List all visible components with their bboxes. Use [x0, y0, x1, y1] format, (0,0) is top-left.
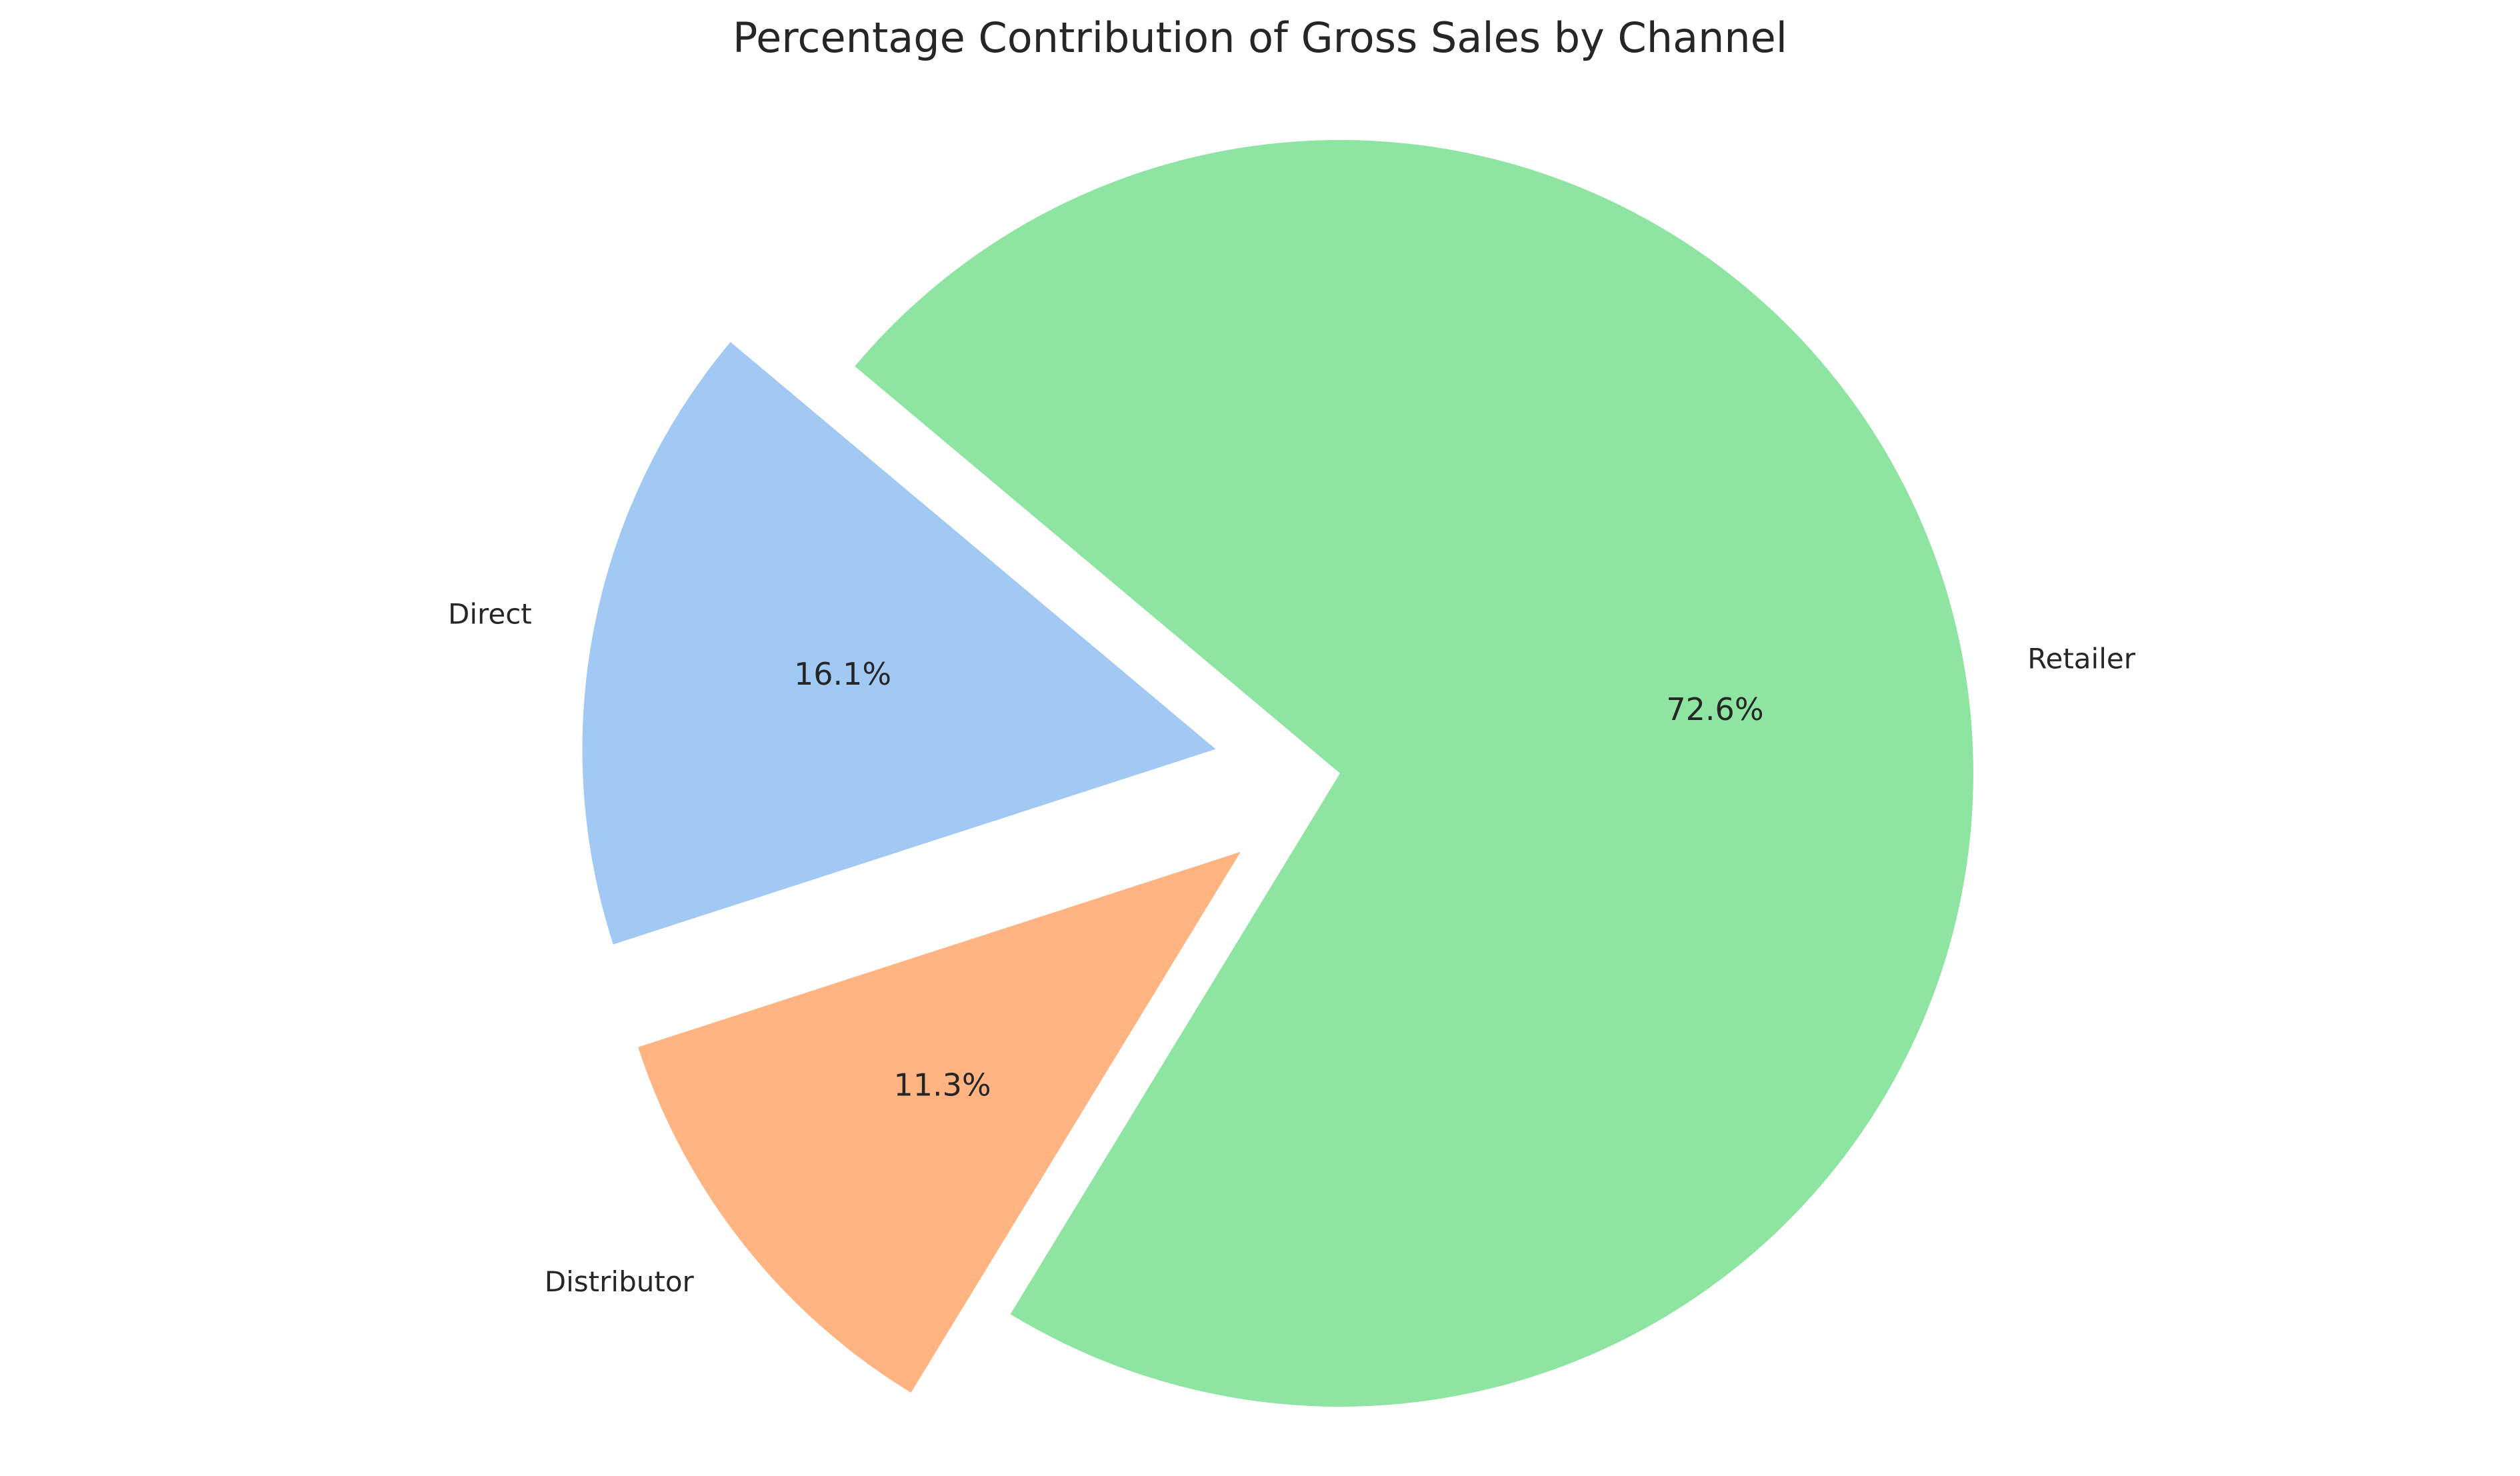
chart-title: Percentage Contribution of Gross Sales b… — [733, 13, 1787, 62]
pie-slice-direct — [582, 342, 1216, 945]
pie-slices — [582, 140, 1973, 1407]
slice-value-retailer: 72.6% — [1666, 691, 1763, 727]
slice-value-distributor: 11.3% — [893, 1067, 991, 1103]
pie-slice-distributor — [638, 851, 1241, 1393]
pie-slice-retailer — [855, 140, 1973, 1407]
slice-label-distributor: Distributor — [545, 1265, 695, 1298]
pie-labels: Direct 16.1% Distributor 11.3% Retailer 72.6% — [448, 597, 2136, 1297]
slice-value-direct: 16.1% — [794, 656, 891, 692]
slice-label-retailer: Retailer — [2027, 642, 2136, 675]
slice-label-direct: Direct — [448, 597, 532, 630]
